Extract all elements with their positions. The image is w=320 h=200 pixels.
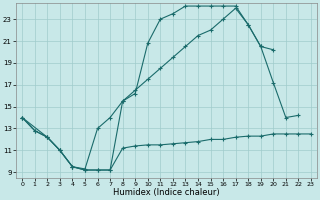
X-axis label: Humidex (Indice chaleur): Humidex (Indice chaleur) [113, 188, 220, 197]
